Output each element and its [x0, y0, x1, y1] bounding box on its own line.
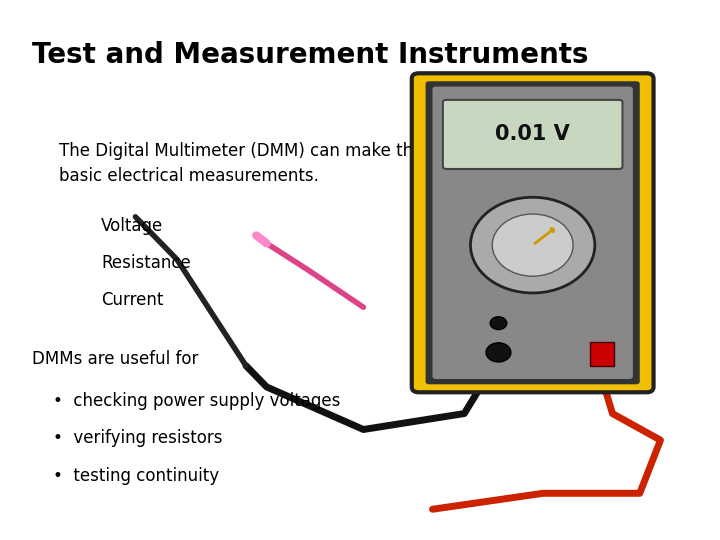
- Text: Resistance: Resistance: [101, 254, 191, 272]
- Text: •  testing continuity: • testing continuity: [53, 467, 219, 485]
- FancyBboxPatch shape: [412, 73, 654, 392]
- Circle shape: [492, 214, 573, 276]
- FancyBboxPatch shape: [433, 86, 633, 379]
- Circle shape: [490, 317, 507, 329]
- Text: •  checking power supply voltages: • checking power supply voltages: [53, 392, 340, 410]
- Text: Current: Current: [101, 291, 163, 309]
- Text: Voltage: Voltage: [101, 217, 163, 235]
- Text: DMMs are useful for: DMMs are useful for: [32, 350, 198, 368]
- Text: Test and Measurement Instruments: Test and Measurement Instruments: [32, 42, 588, 69]
- Bar: [590, 342, 614, 366]
- Circle shape: [486, 343, 511, 362]
- FancyBboxPatch shape: [443, 100, 623, 169]
- Text: The Digital Multimeter (DMM) can make three
basic electrical measurements.: The Digital Multimeter (DMM) can make th…: [60, 143, 441, 185]
- Text: •  verifying resistors: • verifying resistors: [53, 429, 222, 448]
- Text: 0.01 V: 0.01 V: [495, 124, 570, 144]
- FancyBboxPatch shape: [426, 81, 640, 384]
- Circle shape: [470, 197, 595, 293]
